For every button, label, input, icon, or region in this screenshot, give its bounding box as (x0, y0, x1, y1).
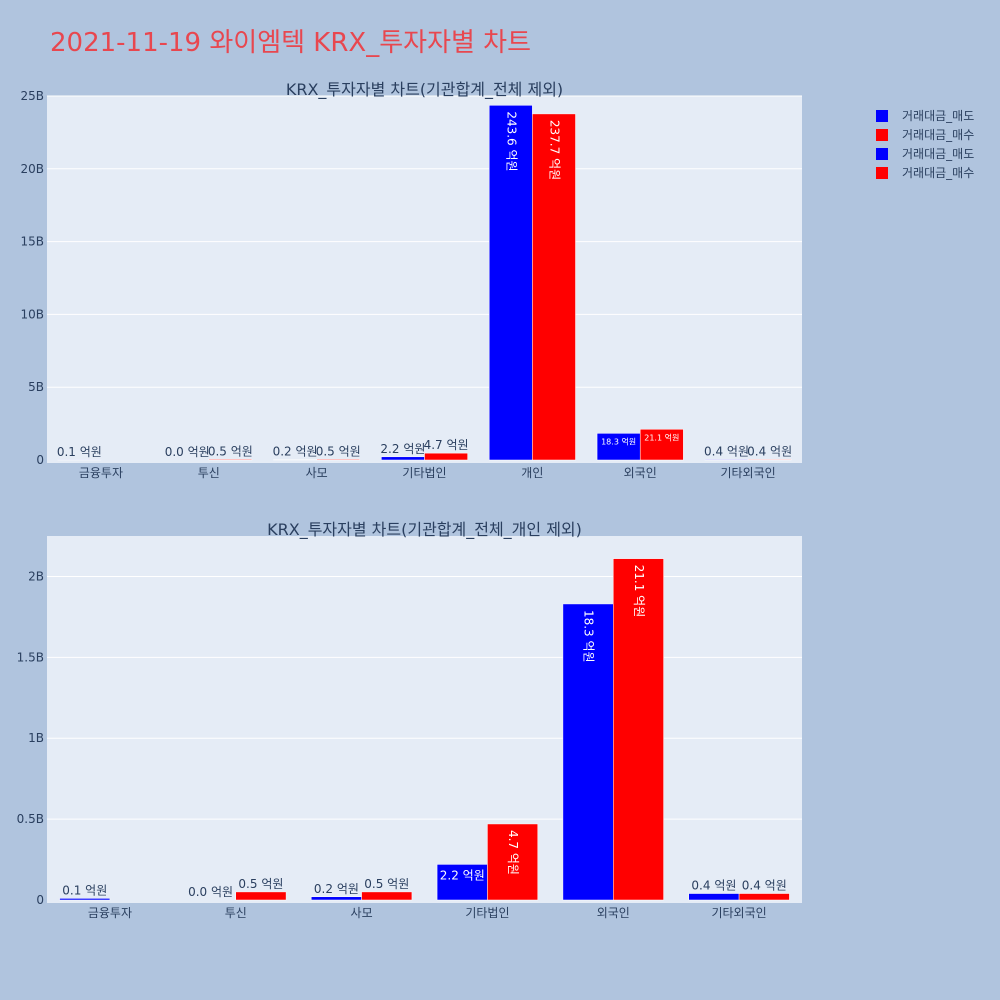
y-tick-label: 1.5B (17, 650, 44, 664)
data-label: 2.2 억원 (440, 868, 485, 882)
legend-swatch (876, 147, 888, 160)
data-label: 243.6 억원 (504, 111, 518, 171)
data-label: 18.3 억원 (601, 436, 636, 446)
bar (436, 864, 488, 901)
y-tick-label: 1B (28, 731, 44, 745)
data-label: 237.7 억원 (547, 120, 561, 180)
legend-label: 거래대금_매수 (902, 166, 975, 180)
bar (361, 891, 413, 901)
data-label: 0.4 억원 (691, 879, 736, 893)
bar (487, 823, 538, 901)
y-tick-label: 20B (20, 162, 44, 176)
bar (208, 459, 253, 461)
x-tick-label: 외국인 (597, 906, 630, 920)
bar (316, 459, 361, 461)
legend-label: 거래대금_매도 (902, 109, 975, 123)
x-tick-label: 투신 (198, 466, 220, 480)
y-tick-label: 15B (20, 235, 44, 249)
data-label: 0.4 억원 (704, 444, 749, 458)
x-tick-label: 금융투자 (79, 466, 123, 480)
data-label: 0.0 억원 (165, 445, 210, 459)
x-tick-label: 기타법인 (465, 906, 509, 920)
data-label: 2.2 억원 (380, 442, 425, 456)
legend-item[interactable]: 거래대금_매도 (876, 144, 974, 163)
x-tick-label: 투신 (225, 906, 247, 920)
x-tick-label: 사모 (351, 906, 373, 920)
bar (688, 893, 740, 901)
data-label: 18.3 억원 (582, 610, 596, 663)
bar (381, 456, 425, 461)
bar (613, 558, 664, 901)
data-label: 0.4 억원 (747, 444, 792, 458)
legend-swatch (876, 109, 888, 122)
x-tick-label: 기타외국인 (711, 906, 766, 920)
chart-title: KRX_투자자별 차트(기관합계_전체 제외) (286, 80, 563, 100)
data-label: 4.7 억원 (506, 830, 520, 875)
bar (59, 898, 111, 901)
bar (562, 603, 614, 901)
x-tick-label: 개인 (521, 466, 543, 480)
data-label: 0.0 억원 (188, 885, 233, 899)
y-tick-label: 10B (20, 307, 44, 321)
data-label: 0.5 억원 (364, 877, 409, 891)
x-tick-label: 기타외국인 (720, 466, 775, 480)
bar (639, 429, 684, 461)
data-label: 0.1 억원 (62, 883, 107, 897)
data-label: 0.2 억원 (273, 445, 318, 459)
x-tick-label: 기타법인 (402, 466, 446, 480)
data-label: 0.4 억원 (742, 879, 787, 893)
plot-area (47, 96, 802, 463)
bar (747, 459, 792, 461)
data-label: 4.7 억원 (424, 438, 469, 452)
x-tick-label: 외국인 (624, 466, 657, 480)
bar (488, 105, 533, 461)
bar (311, 896, 362, 901)
bar (532, 113, 576, 461)
y-tick-label: 2B (28, 569, 44, 583)
data-label: 0.5 억원 (238, 877, 283, 891)
legend-swatch (876, 166, 888, 179)
legend-item[interactable]: 거래대금_매수 (876, 125, 974, 144)
bar (235, 891, 287, 901)
data-label: 0.1 억원 (57, 445, 102, 459)
data-label: 0.5 억원 (208, 444, 253, 458)
x-tick-label: 금융투자 (88, 906, 132, 920)
data-label: 21.1 억원 (644, 432, 679, 442)
data-label: 21.1 억원 (632, 565, 646, 618)
legend-label: 거래대금_매도 (902, 147, 975, 161)
legend[interactable]: 거래대금_매도 거래대금_매수 거래대금_매도 거래대금_매수 (876, 106, 974, 182)
page-title: 2021-11-19 와이엠텍 KRX_투자자별 차트 (50, 28, 532, 58)
legend-swatch (876, 128, 888, 141)
data-label: 0.2 억원 (314, 882, 359, 896)
legend-item[interactable]: 거래대금_매수 (876, 163, 974, 182)
bar (704, 459, 749, 461)
legend-label: 거래대금_매수 (902, 128, 975, 142)
plot-area (47, 536, 802, 903)
y-tick-label: 0 (36, 893, 44, 907)
legend-item[interactable]: 거래대금_매도 (876, 106, 974, 125)
y-tick-label: 0.5B (17, 812, 44, 826)
x-tick-label: 사모 (306, 466, 328, 480)
y-tick-label: 5B (28, 380, 44, 394)
bar (738, 893, 790, 901)
y-tick-label: 25B (20, 89, 44, 103)
y-tick-label: 0 (36, 453, 44, 467)
bar (424, 452, 468, 461)
data-label: 0.5 억원 (316, 444, 361, 458)
chart-title: KRX_투자자별 차트(기관합계_전체_개인 제외) (267, 520, 582, 540)
